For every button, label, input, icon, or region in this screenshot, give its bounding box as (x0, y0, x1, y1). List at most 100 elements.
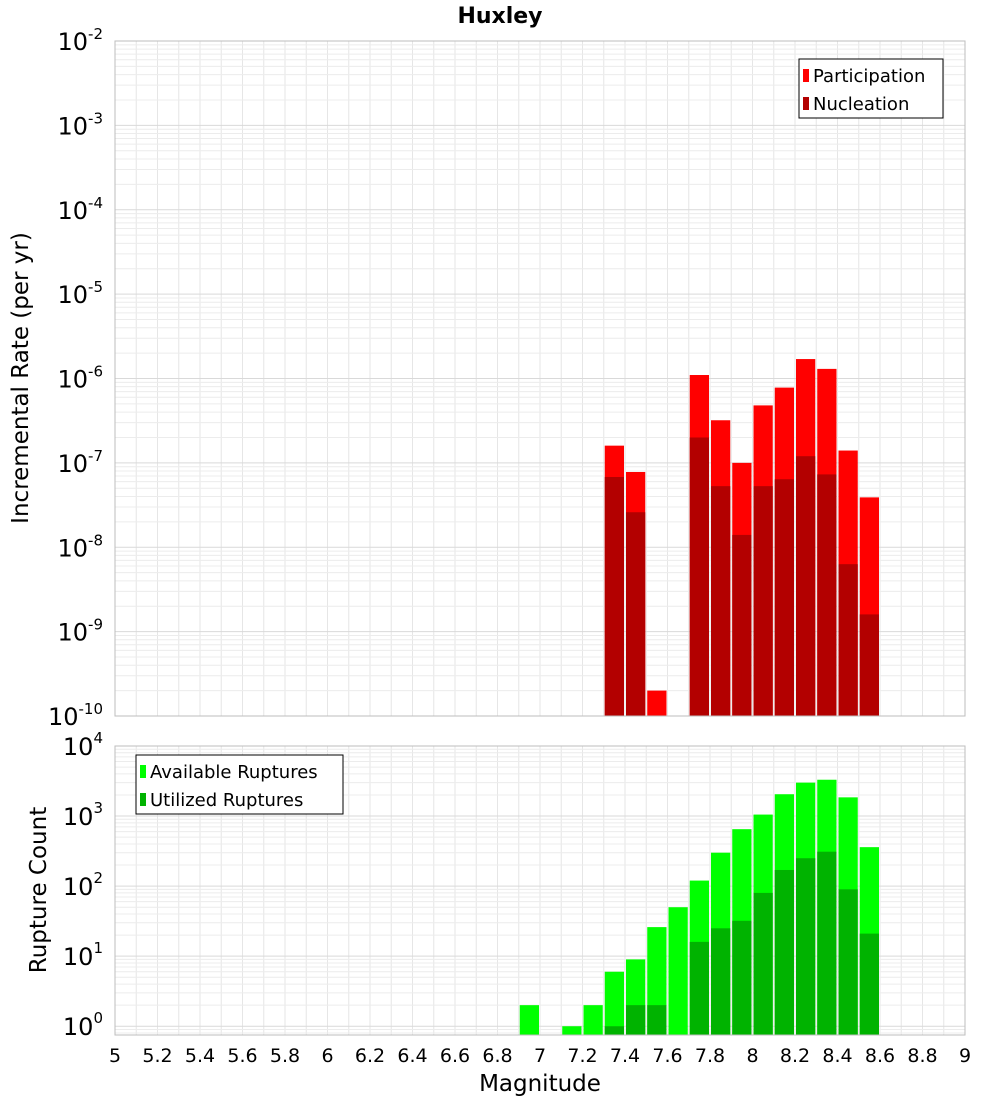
y-tick-exponent: -5 (88, 278, 103, 296)
legend-swatch (140, 793, 146, 806)
legend-swatch (140, 765, 146, 778)
x-tick-label: 6 (321, 1045, 333, 1067)
bar-participation (647, 690, 667, 716)
y-tick-base: 10 (48, 703, 79, 731)
y-tick-label: 10-5 (57, 278, 103, 309)
y-tick-label: 10-6 (57, 363, 103, 394)
y-tick-label: 101 (63, 939, 103, 971)
bar-nucleation (604, 477, 624, 716)
x-tick-label: 6.4 (397, 1045, 427, 1067)
legend: Participation Nucleation (798, 58, 944, 119)
y-tick-base: 10 (57, 366, 88, 394)
bar-nucleation (838, 564, 858, 716)
bar-available-ruptures (668, 907, 688, 1035)
y-tick-exponent: -7 (88, 447, 103, 465)
x-tick-label: 8 (746, 1045, 758, 1067)
y-tick-exponent: 1 (93, 939, 103, 957)
y-tick-base: 10 (57, 112, 88, 140)
y-tick-exponent: 0 (93, 1009, 103, 1027)
bar-nucleation (732, 534, 752, 716)
legend-box (135, 754, 344, 815)
y-tick-label: 100 (63, 1009, 103, 1041)
x-tick-label: 5.6 (227, 1045, 257, 1067)
bar-utilized-ruptures (689, 941, 709, 1035)
y-tick-base: 10 (63, 733, 94, 761)
x-tick-label: 7.4 (610, 1045, 640, 1067)
x-tick-label: 7.6 (652, 1045, 682, 1067)
bar-nucleation (753, 486, 773, 716)
bar-nucleation (796, 456, 816, 716)
x-tick-label: 9 (959, 1045, 971, 1067)
legend-label: Participation (813, 66, 925, 87)
x-tick-label: 6.8 (482, 1045, 512, 1067)
x-tick-label: 5.2 (142, 1045, 172, 1067)
x-tick-label: 5.4 (185, 1045, 215, 1067)
bar-utilized-ruptures (711, 928, 731, 1035)
y-tick-base: 10 (63, 943, 94, 971)
y-tick-exponent: -3 (88, 109, 103, 127)
bar-utilized-ruptures (774, 869, 794, 1035)
legend-label: Nucleation (813, 94, 909, 115)
x-tick-label: 6.2 (355, 1045, 385, 1067)
bar-utilized-ruptures (859, 933, 879, 1035)
y-tick-label: 102 (63, 869, 103, 901)
legend-swatch (803, 97, 809, 110)
bar-available-ruptures (604, 971, 624, 1035)
legend-box (798, 58, 944, 119)
bar-utilized-ruptures (626, 1005, 646, 1035)
plot-frame (114, 745, 966, 1036)
y-tick-base: 10 (57, 450, 88, 478)
y-tick-label: 10-4 (57, 194, 103, 225)
x-tick-label: 8.8 (907, 1045, 937, 1067)
y-tick-base: 10 (63, 803, 94, 831)
x-axis-title: Magnitude (479, 1071, 601, 1097)
y-tick-exponent: 4 (93, 729, 103, 747)
y-tick-base: 10 (63, 1013, 94, 1041)
bar-nucleation (774, 479, 794, 716)
bar-nucleation (711, 486, 731, 716)
bar-nucleation (817, 474, 837, 716)
y-tick-label: 104 (63, 729, 103, 761)
bar-available-ruptures (519, 1005, 539, 1035)
x-tick-label: 5 (109, 1045, 121, 1067)
bar-utilized-ruptures (753, 892, 773, 1035)
bar-available-ruptures (562, 1026, 582, 1035)
legend-label: Available Ruptures (150, 762, 318, 783)
x-tick-label: 8.6 (865, 1045, 895, 1067)
bar-utilized-ruptures (647, 1005, 667, 1035)
y-tick-exponent: -10 (79, 700, 104, 718)
y-tick-exponent: -9 (88, 616, 103, 634)
y-tick-base: 10 (57, 28, 88, 56)
y-tick-base: 10 (63, 873, 94, 901)
bar-utilized-ruptures (604, 1026, 624, 1035)
y-tick-base: 10 (57, 534, 88, 562)
bar-available-ruptures (583, 1005, 603, 1035)
bar-utilized-ruptures (838, 889, 858, 1035)
legend-label: Utilized Ruptures (150, 790, 303, 811)
chart-title: Huxley (457, 4, 542, 29)
x-tick-label: 8.4 (822, 1045, 852, 1067)
y-tick-label: 103 (63, 799, 103, 831)
y-tick-exponent: 3 (93, 799, 103, 817)
y-tick-base: 10 (57, 197, 88, 225)
y-tick-label: 10-2 (57, 25, 103, 56)
y-tick-label: 10-8 (57, 531, 103, 562)
y-tick-label: 10-7 (57, 447, 103, 478)
y-tick-exponent: 2 (93, 869, 103, 887)
y-tick-exponent: -2 (88, 25, 103, 43)
x-tick-label: 6.6 (440, 1045, 470, 1067)
bar-nucleation (859, 614, 879, 716)
y-axis-title-count: Rupture Count (26, 807, 52, 973)
y-tick-label: 10-10 (48, 700, 103, 731)
bar-utilized-ruptures (732, 920, 752, 1035)
y-tick-base: 10 (57, 619, 88, 647)
y-tick-label: 10-9 (57, 616, 103, 647)
bar-utilized-ruptures (796, 858, 816, 1035)
y-tick-label: 10-3 (57, 109, 103, 140)
y-tick-base: 10 (57, 281, 88, 309)
x-tick-label: 7.8 (695, 1045, 725, 1067)
y-axis-title-rate: Incremental Rate (per yr) (8, 232, 34, 524)
legend-swatch (803, 69, 809, 82)
